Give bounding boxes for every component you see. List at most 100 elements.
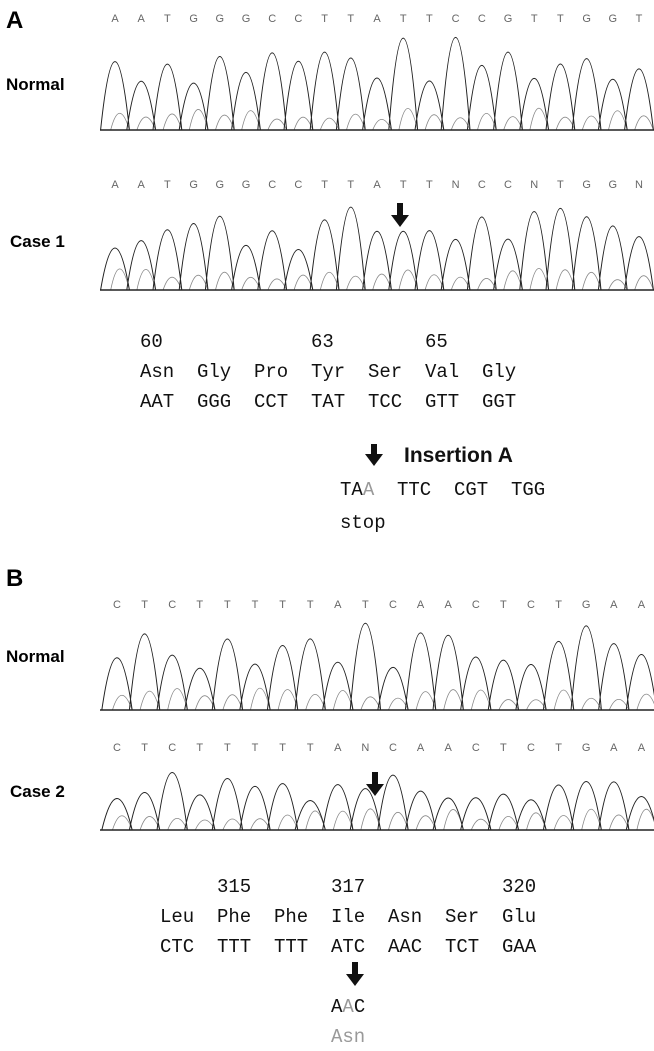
base-call: C: [389, 742, 397, 754]
trace-label: Normal: [6, 647, 65, 666]
amino-acid: Glu: [502, 906, 536, 928]
base-call: C: [168, 599, 176, 611]
base-call: G: [582, 742, 591, 754]
codon: GAA: [502, 936, 537, 958]
base-call: T: [224, 742, 231, 754]
base-call: G: [189, 179, 198, 191]
base-call: T: [400, 179, 407, 191]
arrow: [365, 444, 383, 466]
base-call: T: [321, 179, 328, 191]
base-call: A: [638, 742, 646, 754]
base-call: N: [452, 179, 460, 191]
figure: A Normal Case 1 Insertion A TAA stop B N…: [0, 0, 654, 1051]
base-call: N: [635, 179, 643, 191]
amino-acid: Tyr: [311, 361, 345, 383]
amino-acid: Gly: [197, 361, 231, 383]
amino-acid: Ile: [331, 906, 365, 928]
base-call: T: [531, 13, 538, 25]
base-call: C: [504, 179, 512, 191]
codon: AAC: [388, 936, 422, 958]
codon: TAT: [311, 391, 345, 413]
changed-base: A: [363, 479, 375, 501]
base-call: T: [557, 179, 564, 191]
base-call: T: [279, 599, 286, 611]
base-call: T: [164, 179, 171, 191]
amino-acid: Gly: [482, 361, 516, 383]
base-call: C: [452, 13, 460, 25]
base-call: A: [334, 599, 342, 611]
base-call: G: [242, 179, 251, 191]
base-call: C: [527, 742, 535, 754]
base-call: T: [347, 13, 354, 25]
amino-acid: Leu: [160, 906, 194, 928]
mutant-effect: stop: [340, 512, 386, 534]
trace-label: Case 2: [10, 782, 65, 801]
codon-number: 320: [502, 876, 536, 898]
base-call: G: [189, 13, 198, 25]
base-call: T: [196, 742, 203, 754]
base-call: C: [527, 599, 535, 611]
base-call: A: [610, 599, 618, 611]
codon: CCT: [254, 391, 288, 413]
base-call: A: [138, 13, 146, 25]
mutant-codon: TTC: [397, 479, 431, 501]
codon: CTC: [160, 936, 194, 958]
amino-acid: Phe: [274, 906, 308, 928]
base-call: N: [530, 179, 538, 191]
base-call: A: [334, 742, 342, 754]
base-call: T: [400, 13, 407, 25]
codon: TCC: [368, 391, 402, 413]
amino-acid: Val: [425, 361, 459, 383]
base-call: T: [500, 599, 507, 611]
base-call: T: [141, 599, 148, 611]
base-call: T: [196, 599, 203, 611]
base-call: A: [610, 742, 618, 754]
base-call: C: [472, 742, 480, 754]
codon-number: 317: [331, 876, 365, 898]
base-call: C: [478, 13, 486, 25]
panel-label: A: [6, 7, 23, 34]
codon: TCT: [445, 936, 479, 958]
mutant-codon: CGT: [454, 479, 488, 501]
base-call: G: [242, 13, 251, 25]
base-call: G: [582, 179, 591, 191]
kept: A: [331, 996, 343, 1018]
arrow: [391, 203, 409, 227]
base-call: C: [268, 13, 276, 25]
chromatogram: [101, 37, 654, 130]
base-call: T: [555, 742, 562, 754]
base-call: G: [582, 13, 591, 25]
trace-label: Case 1: [10, 232, 65, 251]
kept: TA: [340, 479, 363, 501]
kept: C: [354, 996, 365, 1018]
base-call: T: [557, 13, 564, 25]
codon: TTT: [217, 936, 251, 958]
arrow: [366, 772, 384, 796]
base-call: T: [252, 742, 259, 754]
base-call: A: [445, 742, 453, 754]
codon: GTT: [425, 391, 459, 413]
codon-number: 315: [217, 876, 251, 898]
base-call: T: [636, 13, 643, 25]
base-call: C: [472, 599, 480, 611]
codon: AAT: [140, 391, 174, 413]
base-call: G: [609, 13, 618, 25]
base-call: A: [445, 599, 453, 611]
base-call: T: [224, 599, 231, 611]
base-call: T: [279, 742, 286, 754]
base-call: T: [555, 599, 562, 611]
base-call: A: [138, 179, 146, 191]
base-call: T: [164, 13, 171, 25]
panel-label: B: [6, 565, 23, 592]
amino-acid: Ser: [445, 906, 479, 928]
base-call: A: [417, 742, 425, 754]
changed-base: A: [342, 996, 354, 1018]
base-call: T: [307, 599, 314, 611]
base-call: T: [347, 179, 354, 191]
base-call: T: [500, 742, 507, 754]
codon: GGG: [197, 391, 231, 413]
base-call: C: [294, 179, 302, 191]
codon: ATC: [331, 936, 365, 958]
base-call: C: [168, 742, 176, 754]
base-call: T: [362, 599, 369, 611]
